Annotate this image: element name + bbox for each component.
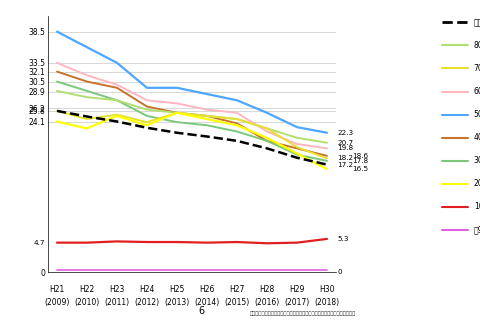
- Text: 資料：警察庁自殺統計原票データ、総務省「人口推計」及び「国勢調査」。: 資料：警察庁自殺統計原票データ、総務省「人口推計」及び「国勢調査」。: [250, 311, 356, 316]
- Text: 18.2: 18.2: [337, 156, 354, 161]
- Text: H30: H30: [319, 285, 335, 294]
- Text: (2015): (2015): [224, 298, 250, 307]
- Text: H25: H25: [169, 285, 185, 294]
- Text: H29: H29: [289, 285, 305, 294]
- Text: 20.7: 20.7: [337, 140, 354, 146]
- Text: H27: H27: [229, 285, 245, 294]
- Text: (2012): (2012): [134, 298, 159, 307]
- Text: 10: 10: [474, 202, 480, 211]
- Text: H28: H28: [259, 285, 275, 294]
- Text: 6: 6: [199, 306, 204, 316]
- Text: 総数: 総数: [474, 18, 480, 27]
- Text: (2014): (2014): [194, 298, 220, 307]
- Text: H21: H21: [49, 285, 65, 294]
- Text: 17.2: 17.2: [337, 162, 354, 168]
- Text: 16.5: 16.5: [352, 166, 369, 172]
- Text: 20: 20: [474, 179, 480, 188]
- Text: (2017): (2017): [284, 298, 310, 307]
- Text: (2016): (2016): [254, 298, 280, 307]
- Text: 4.7: 4.7: [34, 240, 46, 246]
- Text: 19.8: 19.8: [337, 145, 354, 151]
- Text: H24: H24: [139, 285, 155, 294]
- Text: (2010): (2010): [74, 298, 100, 307]
- Text: 22.3: 22.3: [337, 130, 354, 136]
- Text: H26: H26: [199, 285, 215, 294]
- Text: 0: 0: [337, 269, 342, 275]
- Text: 18.6: 18.6: [352, 153, 369, 159]
- Text: H23: H23: [109, 285, 125, 294]
- Text: 5.3: 5.3: [337, 236, 349, 242]
- Text: H22: H22: [79, 285, 95, 294]
- Text: (2013): (2013): [164, 298, 190, 307]
- Text: 17.8: 17.8: [352, 158, 369, 164]
- Text: 60: 60: [474, 87, 480, 96]
- Text: (2011): (2011): [105, 298, 130, 307]
- Text: 50: 50: [474, 110, 480, 119]
- Text: 80: 80: [474, 41, 480, 50]
- Text: 70: 70: [474, 64, 480, 73]
- Text: (2009): (2009): [44, 298, 70, 307]
- Text: (2018): (2018): [314, 298, 339, 307]
- Text: 30: 30: [474, 156, 480, 165]
- Text: 40: 40: [474, 133, 480, 142]
- Text: ～9: ～9: [474, 225, 480, 234]
